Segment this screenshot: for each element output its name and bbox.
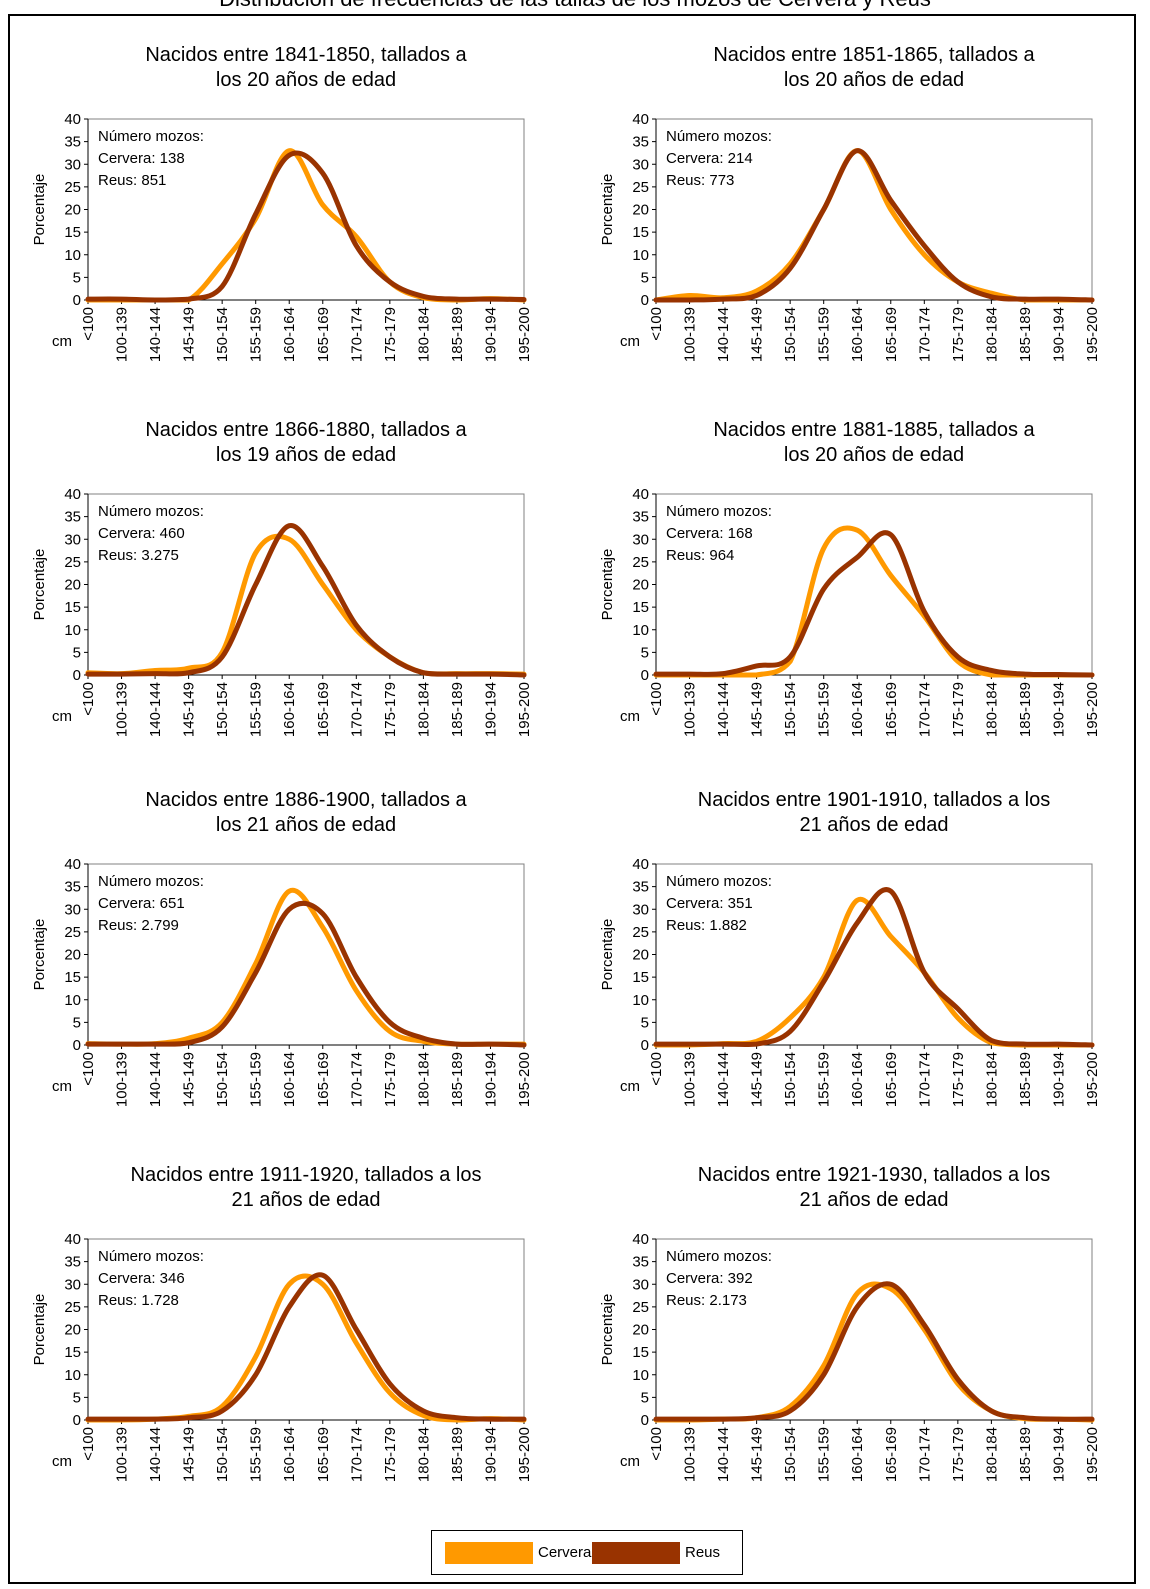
legend-label-cervera: Cervera [538,1544,592,1561]
chart-title-line: Nacidos entre 1866-1880, tallados a [145,419,467,441]
chart-title: Nacidos entre 1881-1885, tallados a los 2… [644,418,1104,468]
chart-title: Nacidos entre 1921-1930, tallados a los 2… [644,1163,1104,1213]
legend-swatch-cervera [445,1542,533,1564]
chart-title-line: los 20 años de edad [783,69,965,91]
chart-title: Nacidos entre 1866-1880, tallados a los 1… [76,418,536,468]
chart-title-line: 21 años de edad [799,814,949,836]
legend: Cervera Reus [431,1530,743,1575]
chart-title-line: Nacidos entre 1886-1900, tallados a [145,789,467,811]
chart-title-line: Nacidos entre 1851-1865, tallados a [713,44,1035,66]
chart-title-line: los 20 años de edad [215,69,397,91]
chart-title-line: los 19 años de edad [215,444,397,466]
chart-title: Nacidos entre 1841-1850, tallados a los 2… [76,43,536,93]
chart-title-line: Nacidos entre 1921-1930, tallados a los [697,1164,1051,1186]
chart-title: Nacidos entre 1886-1900, tallados a los 2… [76,788,536,838]
chart-title-line: Nacidos entre 1881-1885, tallados a [713,419,1035,441]
chart-title-line: 21 años de edad [231,1189,381,1211]
chart-title-line: los 21 años de edad [215,814,397,836]
chart-title: Nacidos entre 1911-1920, tallados a los 2… [76,1163,536,1213]
figure-frame [8,14,1136,1584]
chart-title-line: 21 años de edad [799,1189,949,1211]
chart-title: Nacidos entre 1851-1865, tallados a los 2… [644,43,1104,93]
chart-title: Nacidos entre 1901-1910, tallados a los 2… [644,788,1104,838]
chart-title-line: Nacidos entre 1911-1920, tallados a los [130,1164,482,1186]
figure-title: Distribución de frecuencias de las talla… [0,0,1150,12]
legend-swatch-reus [592,1542,680,1564]
chart-title-line: los 20 años de edad [783,444,965,466]
legend-label-reus: Reus [685,1544,721,1561]
chart-title-line: Nacidos entre 1841-1850, tallados a [145,44,467,66]
chart-title-line: Nacidos entre 1901-1910, tallados a los [697,789,1051,811]
